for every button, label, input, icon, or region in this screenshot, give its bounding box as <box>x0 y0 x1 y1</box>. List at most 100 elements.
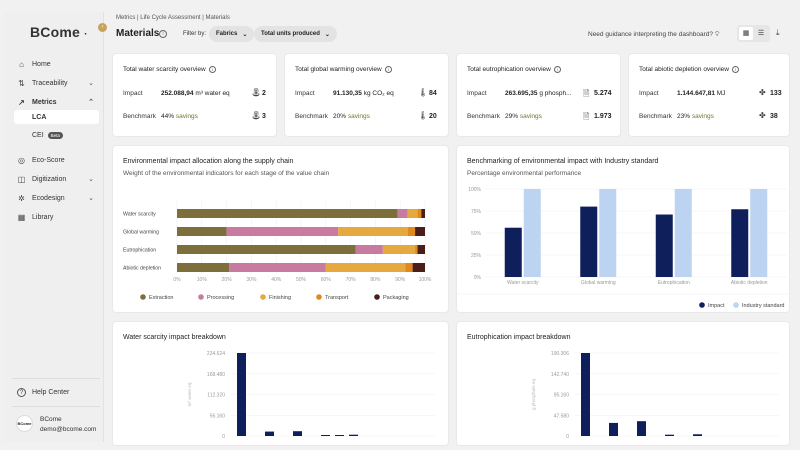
x-tick-label: 100% <box>419 277 432 283</box>
info-icon[interactable]: i <box>208 66 216 73</box>
avatar[interactable]: BCome <box>16 415 33 432</box>
sidebar-item-label: CEI <box>32 131 44 139</box>
sidebar-item-traceability[interactable]: ⇅ Traceability ⌄ <box>12 75 100 91</box>
plug-icon: ✤ <box>759 88 766 97</box>
bar-segment-transport <box>407 227 416 236</box>
chart-title: Water scarcity impact breakdown <box>123 334 226 341</box>
kpi-benchmark-value: 44% savings <box>161 113 198 120</box>
y-axis-label: m³ water eq <box>187 382 192 406</box>
y-tick-label: 75% <box>471 209 482 215</box>
sidebar-item-label: Library <box>32 213 54 221</box>
bar-impact <box>580 206 598 277</box>
x-tick-label: 0% <box>173 277 181 283</box>
bar-segment-finishing <box>382 245 416 254</box>
legend-label: Impact <box>708 303 725 309</box>
bar-industry-standard <box>750 189 768 277</box>
sidebar-item-label: Traceability <box>32 79 68 87</box>
sidebar-item-library[interactable]: ▦ Library <box>12 209 100 225</box>
bar <box>335 435 344 436</box>
collapse-sidebar-button[interactable]: ‹ <box>98 23 107 32</box>
info-icon[interactable]: i <box>553 66 561 73</box>
grid-view-icon[interactable]: ▦ <box>739 27 753 40</box>
bar-segment-finishing <box>407 209 418 218</box>
y-tick-label: 190.306 <box>551 351 569 357</box>
x-tick-label: 90% <box>395 277 406 283</box>
info-icon[interactable]: i <box>159 30 167 38</box>
x-tick-label: 10% <box>197 277 208 283</box>
bar <box>609 422 618 436</box>
library-icon: ▦ <box>17 212 26 222</box>
divider <box>12 378 100 379</box>
sidebar-item-metrics[interactable]: ↗ Metrics ⌃ <box>12 94 100 110</box>
filter-fabrics-dropdown[interactable]: Fabrics ⌄ <box>209 26 255 42</box>
metrics-icon: ↗ <box>18 97 25 107</box>
bar-segment-extraction <box>177 263 230 272</box>
traceability-icon: ⇅ <box>18 78 25 88</box>
filter-value: Fabrics <box>216 31 238 37</box>
chevron-down-icon: ⌄ <box>88 80 94 87</box>
digitization-icon: ◫ <box>17 174 26 184</box>
x-tick-label: Abiotic depletion <box>731 280 768 286</box>
download-icon[interactable]: ⤓ <box>776 28 780 37</box>
home-icon: ⌂ <box>19 59 24 69</box>
bar-segment-processing <box>226 227 339 236</box>
kpi-benchmark-equivalent: 20 <box>429 113 437 120</box>
thermometer-icon: 🌡︎ <box>418 111 429 120</box>
y-tick-label: 25% <box>471 253 482 259</box>
list-view-icon[interactable]: ☰ <box>757 30 765 37</box>
bar-segment-finishing <box>325 263 406 272</box>
bar <box>693 434 702 436</box>
legend-swatch <box>316 294 322 300</box>
sidebar-item-digitization[interactable]: ◫ Digitization ⌄ <box>12 171 100 187</box>
plug-icon: ✤ <box>759 111 766 120</box>
bar-impact <box>731 209 749 277</box>
divider <box>12 406 100 407</box>
bar-segment-finishing <box>338 227 408 236</box>
y-tick-label: 168.480 <box>207 372 225 378</box>
y-tick-label: 224.624 <box>207 351 225 357</box>
kpi-benchmark-label: Benchmark <box>467 113 500 120</box>
filter-units-dropdown[interactable]: Total units produced ⌄ <box>254 26 337 42</box>
logo[interactable]: BCome · <box>30 24 88 40</box>
legend-swatch <box>374 294 380 300</box>
bar-impact <box>504 227 522 277</box>
kpi-benchmark-value: 23% savings <box>677 113 714 120</box>
category-label: Water scarcity <box>123 212 156 218</box>
legend-label: Transport <box>325 295 349 301</box>
kpi-impact-equivalent: 5.274 <box>594 90 612 97</box>
help-icon: ? <box>17 387 26 397</box>
sidebar-item-ecodesign[interactable]: ✲ Ecodesign ⌄ <box>12 190 100 206</box>
guidance-link[interactable]: Need guidance interpreting the dashboard… <box>588 31 719 39</box>
benchmark-chart-card: Benchmarking of environmental impact wit… <box>456 145 791 313</box>
kpi-benchmark-label: Benchmark <box>639 113 672 120</box>
legend-label: Processing <box>207 295 234 301</box>
filter-value: Total units produced <box>261 31 320 37</box>
y-tick-label: 95.160 <box>554 393 570 399</box>
legend-swatch <box>699 302 705 308</box>
sidebar-item-home[interactable]: ⌂ Home <box>12 56 100 72</box>
bar <box>265 431 274 436</box>
category-label: Eutrophication <box>123 248 156 254</box>
bar <box>293 431 302 436</box>
info-icon[interactable]: i <box>384 66 392 73</box>
x-tick-label: 50% <box>296 277 307 283</box>
kpi-title: Total abiotic depletion overview i <box>639 66 739 73</box>
bar-segment-packaging <box>417 245 425 254</box>
bar-segment-transport <box>417 209 422 218</box>
kpi-impact-value: 91.130,35 kg CO₂ eq <box>333 90 394 97</box>
water-drop-icon: ⛲︎ <box>251 111 262 120</box>
help-center-label: Help Center <box>32 388 70 396</box>
info-icon[interactable]: i <box>731 66 739 73</box>
x-tick-label: 60% <box>321 277 332 283</box>
help-center-link[interactable]: ? Help Center <box>12 384 100 400</box>
guidance-label: Need guidance interpreting the dashboard… <box>588 31 714 38</box>
bar-industry-standard <box>674 189 692 277</box>
category-label: Abiotic depletion <box>123 266 161 272</box>
sidebar-item-eco-score[interactable]: ◎ Eco-Score <box>12 152 100 168</box>
x-tick-label: 20% <box>222 277 233 283</box>
sidebar: BCome · ⌂ Home ⇅ Traceability ⌄ ↗ Metrics ⌃ L… <box>4 12 104 442</box>
category-label: Global warming <box>123 230 159 236</box>
sidebar-item-lca[interactable]: LCA <box>14 110 99 124</box>
chevron-up-icon: ⌃ <box>88 99 94 106</box>
sidebar-item-cei[interactable]: CEI Beta <box>14 128 99 142</box>
